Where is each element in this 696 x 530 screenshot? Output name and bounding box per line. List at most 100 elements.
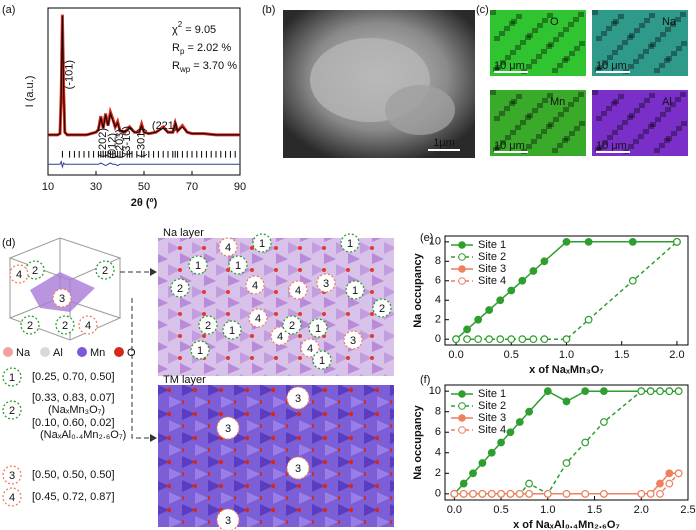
marker [628,276,637,285]
eds-noise [568,22,574,27]
site-note: (NaₓAl₀.₄Mn₂.₆O₇) [40,429,126,441]
eds-noise [527,113,533,118]
eds-noise [557,143,563,148]
eds-noise [548,42,554,47]
legend-marker [458,390,466,398]
legend-label: Site 2 [478,251,506,263]
peak-label: (-203) [114,129,126,158]
atom-label: Na [16,347,31,359]
y-tick-label: 4 [435,447,441,459]
eds-noise [505,135,511,140]
eds-noise [627,115,633,120]
site-coords: [0.33, 0.83, 0.07] [32,392,115,404]
eds-noise [500,60,506,65]
site-number: 2 [27,320,33,332]
eds-noise [563,27,569,32]
x-tick-label: 0.0 [448,349,463,361]
site-number: 1 [229,325,235,337]
eds-noise [634,108,640,113]
y-axis-label: Na occupancy [412,404,424,479]
panel-label: (e) [420,232,433,244]
eds-noise [629,113,635,118]
peak-label: (012) [107,133,119,159]
eds-noise [681,121,687,126]
eds-noise [654,68,660,73]
sem-scale: 1μm [433,137,455,149]
panel-label: (f) [420,374,430,386]
site-circle [252,233,272,253]
fit-stat: χ2 = 9.05 [172,20,216,36]
eds-noise [490,90,496,95]
site-number: 1 [319,355,325,367]
site-number: 2 [102,265,108,277]
legend-marker [458,402,466,410]
fit-sub: wp [179,65,191,74]
eds-noise [634,28,640,33]
marker [543,387,552,396]
eds-noise [607,55,613,60]
marker [543,489,552,498]
marker [478,459,487,467]
eds-noise [541,49,547,54]
x-tick-label: 0.5 [493,504,508,516]
eds-noise [601,111,607,116]
site-circle [216,508,240,530]
marker [515,489,524,498]
site-number: 2 [9,405,15,417]
marker [506,428,515,437]
eds-noise [638,54,644,59]
eds-noise [613,19,619,24]
eds-noise [516,14,522,19]
fit-symbol: χ [172,24,178,36]
eds-noise [607,135,613,140]
eds-noise [499,111,505,116]
eds-noise [670,22,676,27]
eds-noise [553,37,559,42]
eds-noise [579,41,585,46]
marker [529,267,538,275]
marker [487,448,496,457]
atom-label: O [127,347,136,359]
x-tick-label: 1.5 [614,349,629,361]
marker [478,489,487,498]
eds-noise [592,10,598,15]
site-number: 4 [9,492,15,504]
eds-noise [564,136,570,141]
site-circle [52,288,72,308]
marker [637,489,646,498]
site-number: 3 [225,515,231,527]
peak-label: (221) [152,120,178,132]
site-number: 4 [295,285,301,297]
eds-noise [633,139,639,144]
fit-value: = 3.70 % [190,60,237,72]
eds-noise [596,36,602,41]
x-axis-label: x of NaₓAl₀.₄Mn₂.₆O₇ [513,519,620,530]
eds-noise [622,120,628,125]
site-coords: [0.50, 0.50, 0.50] [32,469,115,481]
eds-noise [659,143,665,148]
marker [529,335,538,344]
y-tick-label: 10 [429,385,441,397]
eds-noise [547,13,553,18]
eds-noise [564,56,570,61]
legend-label: Site 1 [478,239,506,251]
fit-value: = 9.05 [182,24,216,36]
y-tick-label: 4 [435,294,441,306]
eds-scale: 10 μm [494,140,525,152]
x-tick-label: 90 [234,181,246,193]
marker [540,335,549,344]
x-tick-label: 30 [90,181,102,193]
marker [459,489,468,498]
eds-noise [579,121,585,126]
eds-noise [613,99,619,104]
site-number: 4 [85,320,91,332]
site-number: 4 [16,269,22,281]
eds-noise [644,98,650,103]
site-number: 4 [255,313,261,325]
marker [515,418,524,426]
panel-label: (b) [262,4,275,16]
site-circle [2,367,22,387]
fit-sup: 2 [178,20,183,29]
x-tick-label: 10 [42,181,54,193]
